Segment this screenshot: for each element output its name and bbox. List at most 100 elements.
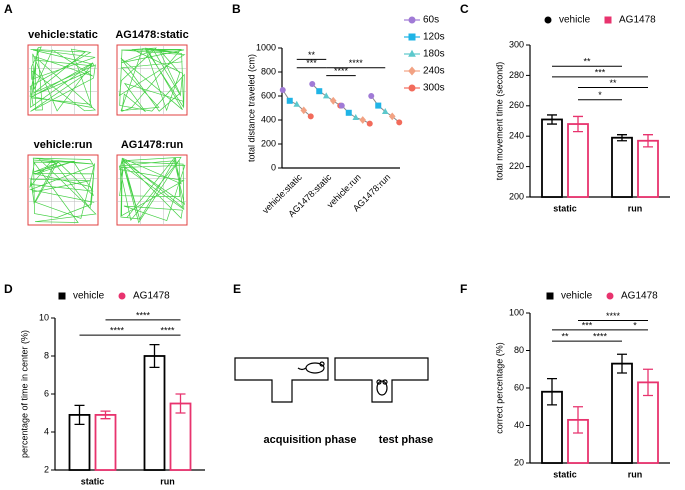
significance-label: **** bbox=[593, 332, 608, 342]
bar bbox=[611, 362, 633, 464]
y-axis-label: correct percentage (%) bbox=[494, 342, 504, 434]
y-tick-label: 600 bbox=[261, 90, 276, 100]
point bbox=[338, 102, 345, 109]
maze-test bbox=[334, 357, 429, 403]
error-bar bbox=[643, 368, 653, 397]
point bbox=[279, 87, 286, 93]
significance-label: **** bbox=[334, 66, 349, 76]
panel-label: B bbox=[232, 2, 241, 16]
y-tick-label: 300 bbox=[509, 39, 524, 49]
point bbox=[293, 100, 301, 107]
x-tick-label: run bbox=[628, 203, 643, 213]
panel-label: A bbox=[4, 2, 13, 16]
point bbox=[381, 108, 389, 114]
legend-label: 240s bbox=[423, 66, 445, 77]
legend-label: 60s bbox=[423, 15, 439, 26]
error-bar bbox=[149, 343, 160, 369]
legend-marker bbox=[408, 33, 416, 41]
legend-label: AG1478 bbox=[619, 15, 656, 26]
point bbox=[368, 93, 375, 99]
legend-label: AG1478 bbox=[133, 291, 170, 302]
y-tick-label: 260 bbox=[509, 100, 524, 110]
legend-marker bbox=[408, 66, 416, 76]
y-tick-label: 200 bbox=[509, 191, 524, 201]
y-tick-label: 4 bbox=[44, 426, 49, 436]
trajectory-image bbox=[116, 44, 188, 116]
bar bbox=[94, 413, 117, 471]
point bbox=[300, 106, 308, 115]
point bbox=[396, 119, 403, 126]
y-tick-label: 10 bbox=[39, 312, 49, 322]
panel-label: D bbox=[4, 282, 13, 296]
legend-label: vehicle bbox=[561, 291, 593, 302]
legend-marker bbox=[606, 292, 614, 300]
y-tick-label: 100 bbox=[509, 307, 524, 317]
y-tick-label: 0 bbox=[271, 162, 276, 172]
x-tick-label: static bbox=[81, 476, 105, 486]
x-tick-label: run bbox=[160, 476, 175, 486]
error-bar bbox=[74, 404, 85, 426]
y-tick-label: 200 bbox=[261, 138, 276, 148]
point bbox=[366, 120, 373, 127]
point bbox=[359, 116, 367, 124]
image-label: AG1478:run bbox=[121, 139, 184, 151]
error-bar bbox=[617, 353, 627, 374]
trajectory bbox=[118, 47, 186, 112]
y-tick-label: 8 bbox=[44, 350, 49, 360]
x-tick-label: static bbox=[553, 203, 577, 213]
legend-marker bbox=[408, 16, 416, 24]
legend-marker bbox=[58, 292, 66, 300]
mouse-icon bbox=[376, 379, 388, 396]
y-tick-label: 20 bbox=[514, 457, 524, 467]
image-label: vehicle:run bbox=[34, 139, 93, 151]
point bbox=[388, 112, 396, 121]
point bbox=[352, 114, 360, 120]
y-tick-label: 80 bbox=[514, 345, 524, 355]
significance-label: **** bbox=[349, 58, 364, 68]
error-bar bbox=[573, 406, 583, 434]
y-tick-label: 220 bbox=[509, 161, 524, 171]
y-tick-label: 1000 bbox=[256, 42, 276, 52]
trajectory bbox=[118, 156, 186, 224]
significance-label: *** bbox=[595, 67, 606, 77]
error-bar bbox=[100, 410, 111, 420]
phase-label: test phase bbox=[379, 434, 433, 446]
significance-label: **** bbox=[160, 325, 175, 335]
point bbox=[329, 96, 337, 105]
significance-label: *** bbox=[582, 320, 593, 330]
significance-label: **** bbox=[606, 311, 621, 321]
y-axis-label: total distance traveled (cm) bbox=[246, 54, 256, 162]
panel-label: C bbox=[460, 2, 469, 16]
y-tick-label: 800 bbox=[261, 66, 276, 76]
point bbox=[322, 92, 330, 99]
error-bar bbox=[643, 134, 653, 148]
significance-label: **** bbox=[136, 310, 151, 320]
legend-label: 300s bbox=[423, 83, 445, 94]
significance-label: ** bbox=[308, 50, 316, 60]
trajectory-image bbox=[27, 44, 99, 116]
y-tick-label: 400 bbox=[261, 114, 276, 124]
trajectory bbox=[29, 46, 97, 112]
legend-label: vehicle bbox=[559, 15, 591, 26]
error-bar bbox=[547, 114, 557, 125]
y-tick-label: 2 bbox=[44, 464, 49, 474]
y-tick-label: 280 bbox=[509, 70, 524, 80]
maze-acquisition bbox=[234, 357, 329, 403]
bar bbox=[143, 355, 166, 471]
point bbox=[286, 97, 293, 104]
panel-label: E bbox=[233, 282, 241, 296]
y-tick-label: 6 bbox=[44, 388, 49, 398]
point bbox=[316, 88, 323, 95]
image-label: AG1478:static bbox=[115, 29, 188, 41]
legend-marker bbox=[408, 49, 416, 57]
error-bar bbox=[573, 115, 583, 133]
point bbox=[309, 81, 316, 87]
phase-label: acquisition phase bbox=[264, 434, 357, 446]
point bbox=[307, 113, 314, 120]
bar bbox=[567, 123, 589, 198]
x-tick-label: run bbox=[628, 469, 643, 479]
trajectory-image bbox=[27, 154, 99, 226]
panel-label: F bbox=[460, 282, 467, 296]
legend-marker bbox=[118, 292, 126, 300]
